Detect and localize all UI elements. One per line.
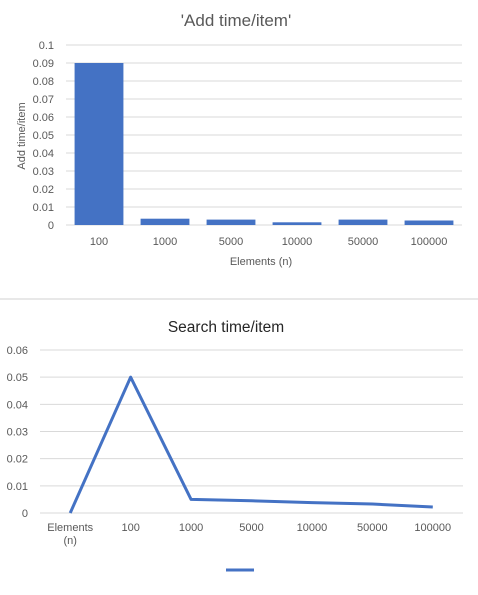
gridlines [66, 44, 462, 226]
y-tick-label: 0 [22, 508, 28, 520]
x-tick-labels: Elements (n) 100 1000 5000 10000 50000 100000 [47, 522, 451, 547]
bar [206, 219, 256, 225]
y-tick-label: 0.04 [7, 399, 28, 411]
gridlines [40, 349, 463, 514]
y-tick-label: 0.07 [33, 94, 54, 106]
y-tick-label: 0.05 [7, 372, 28, 384]
x-tick-label: 100 [121, 522, 139, 534]
y-tick-label: 0.1 [39, 40, 54, 52]
bar [74, 63, 124, 225]
y-tick-label: 0.06 [7, 345, 28, 357]
y-axis-label: Add time/item [16, 102, 28, 169]
search-time-chart: Search time/item 0 0.01 0.02 0.03 0.04 0.05 0.… [7, 319, 463, 572]
x-tick-label: 5000 [239, 522, 263, 534]
x-tick-label: 1000 [153, 236, 177, 248]
x-tick-label: 5000 [219, 236, 243, 248]
series-line-group [68, 375, 433, 514]
x-tick-label: 50000 [348, 236, 379, 248]
y-tick-label: 0.02 [7, 454, 28, 466]
x-tick-label: 100000 [414, 522, 451, 534]
add-time-chart: 'Add time/item' 0 0.01 0.02 0.03 0.04 0.05 0.0… [16, 11, 462, 268]
x-tick-label: 10000 [282, 236, 313, 248]
y-tick-label: 0.01 [7, 481, 28, 493]
y-tick-label: 0.03 [7, 427, 28, 439]
y-tick-label: 0.08 [33, 76, 54, 88]
bars [74, 63, 454, 225]
y-tick-label: 0.01 [33, 202, 54, 214]
x-tick-labels: 100 1000 5000 10000 50000 100000 [90, 236, 448, 248]
x-tick-label: 100 [90, 236, 108, 248]
chart-title: 'Add time/item' [181, 11, 291, 30]
bar [272, 222, 322, 225]
series-line [68, 375, 433, 514]
y-tick-label: 0.02 [33, 184, 54, 196]
x-tick-label: 10000 [297, 522, 328, 534]
bar [404, 220, 454, 225]
chart-title: Search time/item [168, 319, 284, 336]
x-tick-label: 100000 [411, 236, 448, 248]
y-tick-label: 0.05 [33, 130, 54, 142]
x-tick-label: Elements (n) [47, 522, 93, 547]
y-tick-labels: 0 0.01 0.02 0.03 0.04 0.05 0.06 0.07 0.08 0.09 0.1 [33, 40, 54, 232]
y-tick-label: 0 [48, 220, 54, 232]
y-tick-label: 0.09 [33, 58, 54, 70]
y-tick-label: 0.03 [33, 166, 54, 178]
y-tick-label: 0.06 [33, 112, 54, 124]
x-tick-label: 1000 [179, 522, 203, 534]
bar [338, 219, 388, 225]
y-tick-labels: 0 0.01 0.02 0.03 0.04 0.05 0.06 [7, 345, 28, 520]
bar [140, 218, 190, 225]
y-tick-label: 0.04 [33, 148, 54, 160]
x-axis-label: Elements (n) [230, 256, 292, 268]
x-tick-label: 50000 [357, 522, 388, 534]
